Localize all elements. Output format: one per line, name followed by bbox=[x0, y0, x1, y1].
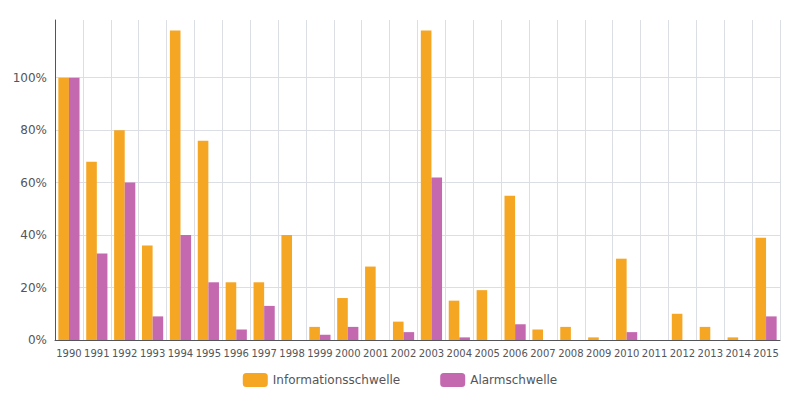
svg-text:20%: 20% bbox=[20, 281, 47, 295]
svg-text:2012: 2012 bbox=[670, 348, 695, 359]
svg-text:2005: 2005 bbox=[474, 348, 499, 359]
svg-text:2000: 2000 bbox=[335, 348, 360, 359]
svg-text:2015: 2015 bbox=[753, 348, 778, 359]
svg-text:1996: 1996 bbox=[224, 348, 249, 359]
svg-text:2007: 2007 bbox=[530, 348, 555, 359]
svg-text:Informationsschwelle: Informationsschwelle bbox=[273, 373, 400, 387]
svg-text:2011: 2011 bbox=[642, 348, 667, 359]
svg-text:2009: 2009 bbox=[586, 348, 611, 359]
svg-text:1992: 1992 bbox=[112, 348, 137, 359]
svg-text:1999: 1999 bbox=[307, 348, 332, 359]
svg-text:2004: 2004 bbox=[447, 348, 472, 359]
svg-text:40%: 40% bbox=[20, 228, 47, 242]
svg-text:1991: 1991 bbox=[84, 348, 109, 359]
svg-text:2003: 2003 bbox=[419, 348, 444, 359]
svg-text:2013: 2013 bbox=[698, 348, 723, 359]
svg-text:1994: 1994 bbox=[168, 348, 193, 359]
svg-text:2014: 2014 bbox=[725, 348, 750, 359]
svg-text:2006: 2006 bbox=[502, 348, 527, 359]
svg-text:60%: 60% bbox=[20, 176, 47, 190]
svg-text:0%: 0% bbox=[28, 333, 47, 347]
svg-text:2001: 2001 bbox=[363, 348, 388, 359]
svg-text:2002: 2002 bbox=[391, 348, 416, 359]
svg-text:1993: 1993 bbox=[140, 348, 165, 359]
svg-text:2008: 2008 bbox=[558, 348, 583, 359]
svg-text:80%: 80% bbox=[20, 123, 47, 137]
svg-text:1998: 1998 bbox=[279, 348, 304, 359]
svg-text:1995: 1995 bbox=[196, 348, 221, 359]
svg-text:2010: 2010 bbox=[614, 348, 639, 359]
svg-text:1990: 1990 bbox=[56, 348, 81, 359]
svg-text:1997: 1997 bbox=[251, 348, 276, 359]
svg-text:Alarmschwelle: Alarmschwelle bbox=[470, 373, 557, 387]
svg-text:100%: 100% bbox=[13, 71, 47, 85]
